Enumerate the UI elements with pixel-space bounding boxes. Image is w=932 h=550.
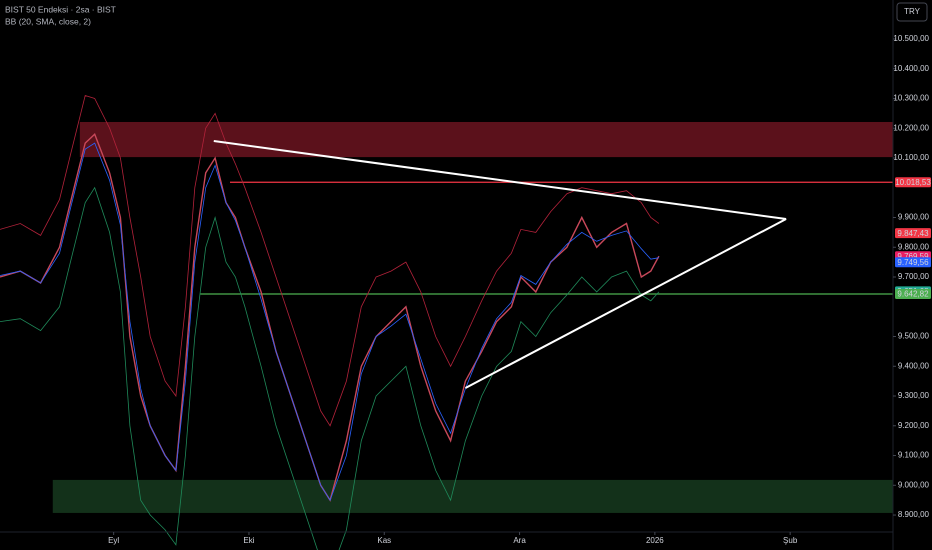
chart-title: BIST 50 Endeksi · 2sa · BIST [5, 4, 116, 14]
trendline [464, 218, 787, 389]
zone [52, 479, 893, 513]
x-tick-label: Kas [377, 536, 391, 545]
y-tick-label: 10.400,00 [893, 64, 929, 73]
y-tick-label: 9.100,00 [898, 451, 930, 460]
y-tick-label: 9.400,00 [898, 361, 930, 370]
indicator-label: BB (20, SMA, close, 2) [5, 16, 91, 26]
y-tick-label: 9.500,00 [898, 332, 930, 341]
y-tick-label: 10.500,00 [893, 34, 929, 43]
price-label: 9.749,56 [897, 258, 929, 267]
trendline [213, 140, 787, 220]
currency-label[interactable]: TRY [904, 7, 921, 16]
price-label-box [895, 177, 931, 188]
currency-button[interactable] [896, 2, 928, 22]
price-label: 9.769,59 [897, 252, 929, 261]
x-tick-label: 2026 [646, 536, 664, 545]
price-label-box [895, 289, 931, 300]
y-tick-label: 10.200,00 [893, 123, 929, 132]
price-line [0, 186, 660, 550]
price-label-box [895, 257, 931, 268]
y-tick-label: 10.100,00 [893, 153, 929, 162]
price-label-box [895, 228, 931, 239]
y-tick-label: 9.200,00 [898, 421, 930, 430]
x-tick-label: Ara [513, 536, 526, 545]
price-line [0, 94, 660, 427]
y-tick-label: 9.300,00 [898, 391, 930, 400]
y-tick-label: 9.700,00 [898, 272, 930, 281]
plot-area [0, 94, 893, 550]
y-tick-label: 8.900,00 [898, 510, 930, 519]
zone [79, 121, 893, 158]
y-tick-label: 9.000,00 [898, 480, 930, 489]
y-tick-label: 10.300,00 [893, 94, 929, 103]
price-label: 9.847,43 [897, 229, 929, 238]
x-tick-label: Eyl [108, 536, 119, 545]
y-tick-label: 9.900,00 [898, 213, 930, 222]
y-tick-label: 9.800,00 [898, 242, 930, 251]
price-label: 10.018,53 [895, 178, 931, 187]
price-label: 9.642,82 [897, 290, 929, 299]
price-line [0, 142, 659, 502]
x-tick-label: Eki [243, 536, 254, 545]
x-tick-label: Şub [783, 536, 798, 545]
